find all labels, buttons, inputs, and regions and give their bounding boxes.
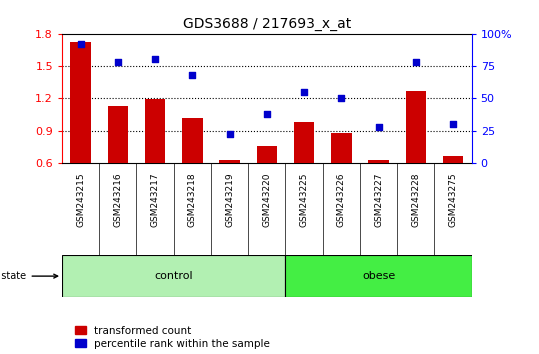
Text: GSM243216: GSM243216 — [113, 172, 122, 227]
Text: GSM243225: GSM243225 — [300, 172, 308, 227]
Text: GSM243226: GSM243226 — [337, 172, 346, 227]
Point — [262, 111, 271, 116]
Text: GSM243218: GSM243218 — [188, 172, 197, 227]
Point — [77, 41, 85, 47]
Text: GSM243219: GSM243219 — [225, 172, 234, 227]
Point — [300, 89, 308, 95]
Title: GDS3688 / 217693_x_at: GDS3688 / 217693_x_at — [183, 17, 351, 31]
Text: disease state: disease state — [0, 271, 58, 281]
Text: GSM243220: GSM243220 — [262, 172, 271, 227]
Point — [337, 95, 345, 101]
Point — [225, 132, 234, 137]
Bar — [286, 255, 472, 297]
Point — [448, 121, 457, 127]
Bar — [331, 133, 351, 163]
Bar — [182, 118, 203, 163]
Bar — [294, 122, 314, 163]
Point — [374, 124, 383, 130]
Bar — [71, 42, 91, 163]
Bar — [62, 255, 286, 297]
Point — [114, 59, 122, 65]
Text: obese: obese — [362, 271, 395, 281]
Text: control: control — [154, 271, 193, 281]
Bar — [443, 156, 463, 163]
Text: GSM243227: GSM243227 — [374, 172, 383, 227]
Point — [188, 72, 197, 78]
Bar — [108, 106, 128, 163]
Text: GSM243228: GSM243228 — [411, 172, 420, 227]
Text: GSM243215: GSM243215 — [76, 172, 85, 227]
Bar — [219, 160, 240, 163]
Bar — [145, 99, 165, 163]
Text: GSM243217: GSM243217 — [150, 172, 160, 227]
Legend: transformed count, percentile rank within the sample: transformed count, percentile rank withi… — [75, 326, 270, 349]
Bar — [405, 91, 426, 163]
Point — [151, 57, 160, 62]
Bar — [257, 145, 277, 163]
Bar — [368, 160, 389, 163]
Point — [411, 59, 420, 65]
Text: GSM243275: GSM243275 — [448, 172, 458, 227]
